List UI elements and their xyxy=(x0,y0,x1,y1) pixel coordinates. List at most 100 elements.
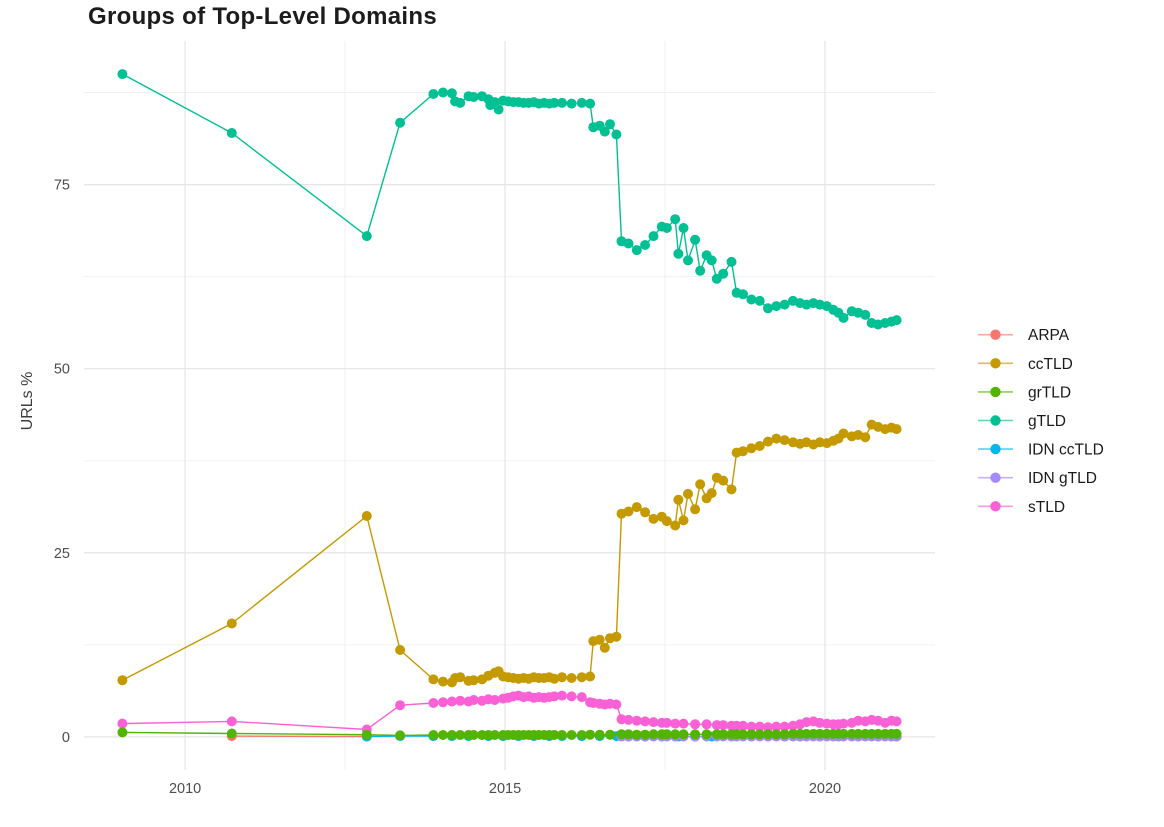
y-tick-label: 50 xyxy=(54,362,70,378)
data-point-ccTLD xyxy=(566,673,577,683)
data-point-grTLD xyxy=(468,730,479,740)
data-point-ccTLD xyxy=(771,433,782,444)
data-point-grTLD xyxy=(395,730,406,741)
data-point-grTLD xyxy=(623,729,634,740)
data-point-ccTLD xyxy=(763,436,773,447)
data-point-gTLD xyxy=(493,104,504,115)
data-point-ccTLD xyxy=(640,507,651,518)
data-point-gTLD xyxy=(599,126,610,137)
data-point-grTLD xyxy=(576,730,587,740)
data-point-grTLD xyxy=(566,730,577,740)
data-point-gTLD xyxy=(690,234,701,245)
data-point-grTLD xyxy=(428,730,439,740)
data-point-sTLD xyxy=(754,721,765,732)
data-point-sTLD xyxy=(566,691,577,702)
data-point-sTLD xyxy=(670,718,681,729)
y-tick-label: 75 xyxy=(54,178,70,194)
data-point-ccTLD xyxy=(455,672,466,683)
y-tick-label: 25 xyxy=(54,546,70,562)
data-point-grTLD xyxy=(701,729,712,740)
data-point-sTLD xyxy=(678,718,689,729)
data-point-gTLD xyxy=(631,245,642,256)
x-tick-label: 2010 xyxy=(169,781,201,797)
data-point-sTLD xyxy=(771,721,782,732)
data-point-grTLD xyxy=(853,728,864,739)
data-point-grTLD xyxy=(661,729,672,740)
data-point-sTLD xyxy=(611,699,622,710)
data-point-ccTLD xyxy=(738,446,748,457)
data-point-grTLD xyxy=(648,729,659,740)
data-point-gTLD xyxy=(585,98,596,109)
legend-label-grTLD: grTLD xyxy=(1028,384,1071,401)
data-point-grTLD xyxy=(557,730,567,740)
legend-label-IDN-gTLD: IDN gTLD xyxy=(1028,470,1097,487)
data-point-grTLD xyxy=(226,728,237,739)
data-point-gTLD xyxy=(438,87,448,98)
data-point-gTLD xyxy=(489,97,500,108)
data-point-gTLD xyxy=(706,255,717,266)
data-point-ccTLD xyxy=(648,513,659,524)
data-point-ccTLD xyxy=(746,443,757,454)
data-point-ccTLD xyxy=(226,618,237,629)
data-point-sTLD xyxy=(446,696,457,707)
data-point-grTLD xyxy=(838,728,849,739)
data-point-sTLD xyxy=(661,717,672,728)
legend-label-ARPA: ARPA xyxy=(1028,327,1070,344)
series-line-gTLD xyxy=(122,73,897,326)
legend-key-dot-IDN-ccTLD xyxy=(990,443,1001,455)
data-point-sTLD xyxy=(631,715,642,726)
data-point-ccTLD xyxy=(557,672,567,683)
data-point-grTLD xyxy=(446,730,457,740)
data-point-sTLD xyxy=(640,716,651,727)
data-point-grTLD xyxy=(801,728,812,739)
data-point-sTLD xyxy=(718,720,729,731)
series-line-ccTLD xyxy=(122,423,897,684)
data-point-grTLD xyxy=(891,728,902,739)
data-point-sTLD xyxy=(779,721,790,732)
data-point-gTLD xyxy=(683,255,693,266)
legend-key-dot-gTLD xyxy=(990,415,1001,426)
legend-key-dot-ccTLD xyxy=(990,358,1001,369)
data-point-ccTLD xyxy=(117,675,128,686)
data-point-grTLD xyxy=(438,730,448,740)
data-point-ccTLD xyxy=(631,502,642,513)
data-point-grTLD xyxy=(779,729,790,740)
data-point-sTLD xyxy=(746,721,757,732)
legend-label-ccTLD: ccTLD xyxy=(1028,356,1073,373)
data-point-sTLD xyxy=(576,692,587,703)
data-point-grTLD xyxy=(117,727,128,738)
data-point-gTLD xyxy=(361,231,372,242)
data-point-grTLD xyxy=(455,730,466,740)
x-tick-label: 2015 xyxy=(489,781,521,797)
data-point-gTLD xyxy=(611,129,622,140)
data-point-ccTLD xyxy=(726,484,737,495)
data-point-gTLD xyxy=(428,89,439,99)
data-point-sTLD xyxy=(690,719,701,730)
data-point-gTLD xyxy=(226,128,237,138)
data-point-ccTLD xyxy=(678,515,689,526)
legend-label-IDN-ccTLD: IDN ccTLD xyxy=(1028,442,1104,459)
data-point-ccTLD xyxy=(468,675,479,686)
data-point-sTLD xyxy=(549,691,560,702)
plot-title: Groups of Top-Level Domains xyxy=(88,3,438,30)
data-point-sTLD xyxy=(428,698,439,708)
data-point-sTLD xyxy=(838,718,849,729)
data-point-gTLD xyxy=(557,97,567,108)
data-point-gTLD xyxy=(661,223,672,233)
data-point-gTLD xyxy=(738,289,748,300)
data-point-ccTLD xyxy=(683,488,693,499)
data-point-ccTLD xyxy=(585,671,596,682)
data-point-sTLD xyxy=(395,700,406,711)
data-point-ccTLD xyxy=(673,494,684,505)
x-tick-label: 2020 xyxy=(809,781,841,797)
data-point-sTLD xyxy=(226,716,237,727)
data-point-sTLD xyxy=(468,695,479,705)
data-point-grTLD xyxy=(605,729,615,740)
data-point-grTLD xyxy=(616,729,627,740)
data-point-grTLD xyxy=(670,729,681,740)
data-point-sTLD xyxy=(455,695,466,706)
data-point-ccTLD xyxy=(361,511,372,521)
data-point-sTLD xyxy=(623,714,634,725)
legend-key-dot-IDN-gTLD xyxy=(990,472,1001,483)
